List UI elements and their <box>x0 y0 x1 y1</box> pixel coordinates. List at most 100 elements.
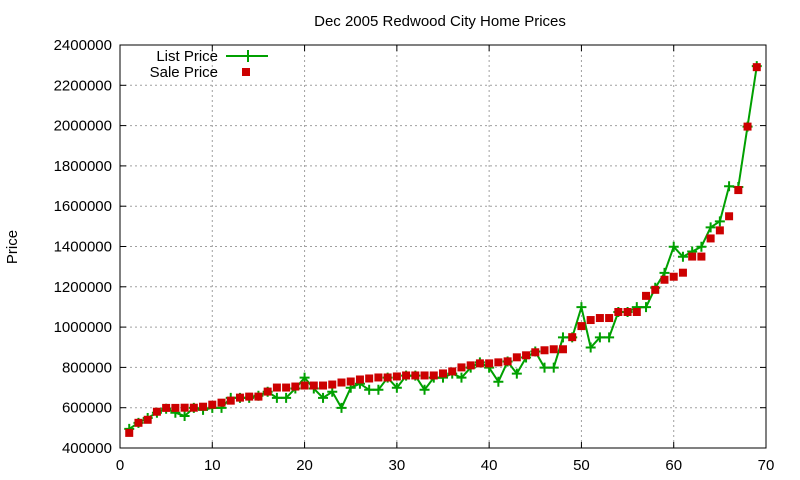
x-tick-label: 0 <box>116 457 124 474</box>
data-point <box>254 392 263 401</box>
data-point <box>503 357 512 366</box>
data-point <box>678 268 687 277</box>
y-axis-label: Price <box>4 230 21 264</box>
data-point <box>595 314 604 323</box>
data-point <box>383 373 392 382</box>
data-point <box>568 333 577 342</box>
y-tick-label: 1600000 <box>54 198 112 215</box>
y-tick-label: 1400000 <box>54 239 112 256</box>
data-point <box>540 346 549 355</box>
data-point <box>632 307 641 316</box>
legend-marker-list-price <box>242 50 254 62</box>
data-point <box>715 226 724 235</box>
x-tick-label: 10 <box>204 457 221 474</box>
data-point <box>411 371 420 380</box>
data-point <box>697 252 706 261</box>
data-point <box>373 384 384 395</box>
data-point <box>511 368 522 379</box>
data-point <box>299 372 310 383</box>
data-point <box>724 181 735 192</box>
data-point <box>365 374 374 383</box>
y-tick-label: 1200000 <box>54 279 112 296</box>
data-point <box>271 392 282 403</box>
legend-label-sale-price: Sale Price <box>150 64 218 81</box>
data-point <box>318 392 329 403</box>
data-point <box>660 275 669 284</box>
data-point <box>392 372 401 381</box>
x-tick-label: 40 <box>481 457 498 474</box>
data-point <box>651 285 660 294</box>
data-point <box>614 307 623 316</box>
data-point <box>208 400 217 409</box>
data-point <box>548 362 559 373</box>
data-point <box>669 272 678 281</box>
data-point <box>549 345 558 354</box>
data-point <box>143 415 152 424</box>
chart-title: Dec 2005 Redwood City Home Prices <box>314 13 566 30</box>
data-point <box>281 392 292 403</box>
x-tick-label: 60 <box>665 457 682 474</box>
legend-marker-sale-price <box>242 68 250 76</box>
data-point <box>696 241 707 252</box>
data-point <box>493 376 504 387</box>
data-point <box>364 384 375 395</box>
data-point <box>179 410 190 421</box>
data-point <box>494 358 503 367</box>
data-point <box>705 222 716 233</box>
x-tick-label: 70 <box>758 457 775 474</box>
legend: List Price Sale Price <box>150 48 268 81</box>
data-point <box>171 403 180 412</box>
data-point <box>734 186 743 195</box>
data-point <box>558 345 567 354</box>
y-tick-label: 2400000 <box>54 37 112 54</box>
data-point <box>456 372 467 383</box>
series-layer <box>124 61 762 437</box>
data-point <box>743 122 752 131</box>
data-point <box>391 382 402 393</box>
y-tick-label: 400000 <box>62 440 112 457</box>
data-point <box>677 251 688 262</box>
y-tick-label: 1000000 <box>54 319 112 336</box>
data-point <box>217 398 226 407</box>
data-point <box>641 302 652 313</box>
data-point <box>485 359 494 368</box>
data-point <box>576 302 587 313</box>
data-point <box>522 351 531 360</box>
data-point <box>402 371 411 380</box>
data-point <box>162 403 171 412</box>
y-tick-label: 1800000 <box>54 158 112 175</box>
data-point <box>309 381 318 390</box>
data-point <box>199 402 208 411</box>
data-point <box>180 403 189 412</box>
data-point <box>300 381 309 390</box>
y-tick-label: 800000 <box>62 359 112 376</box>
data-point <box>337 378 346 387</box>
data-point <box>152 407 161 416</box>
data-point <box>272 383 281 392</box>
data-point <box>291 382 300 391</box>
data-point <box>355 375 364 384</box>
data-point <box>346 377 355 386</box>
data-point <box>336 402 347 413</box>
data-point <box>429 371 438 380</box>
data-point <box>420 371 429 380</box>
data-point <box>263 387 272 396</box>
data-point <box>466 361 475 370</box>
data-point <box>642 291 651 300</box>
data-point <box>319 381 328 390</box>
data-point <box>448 367 457 376</box>
series-list-price <box>124 61 762 434</box>
data-point <box>531 348 540 357</box>
x-tick-label: 30 <box>389 457 406 474</box>
data-point <box>604 332 615 343</box>
data-point <box>539 362 550 373</box>
y-tick-label: 600000 <box>62 400 112 417</box>
data-point <box>586 316 595 325</box>
data-point <box>134 418 143 427</box>
data-point <box>585 342 596 353</box>
data-point <box>245 392 254 401</box>
legend-label-list-price: List Price <box>156 48 218 65</box>
data-point <box>752 63 761 72</box>
data-point <box>577 322 586 331</box>
